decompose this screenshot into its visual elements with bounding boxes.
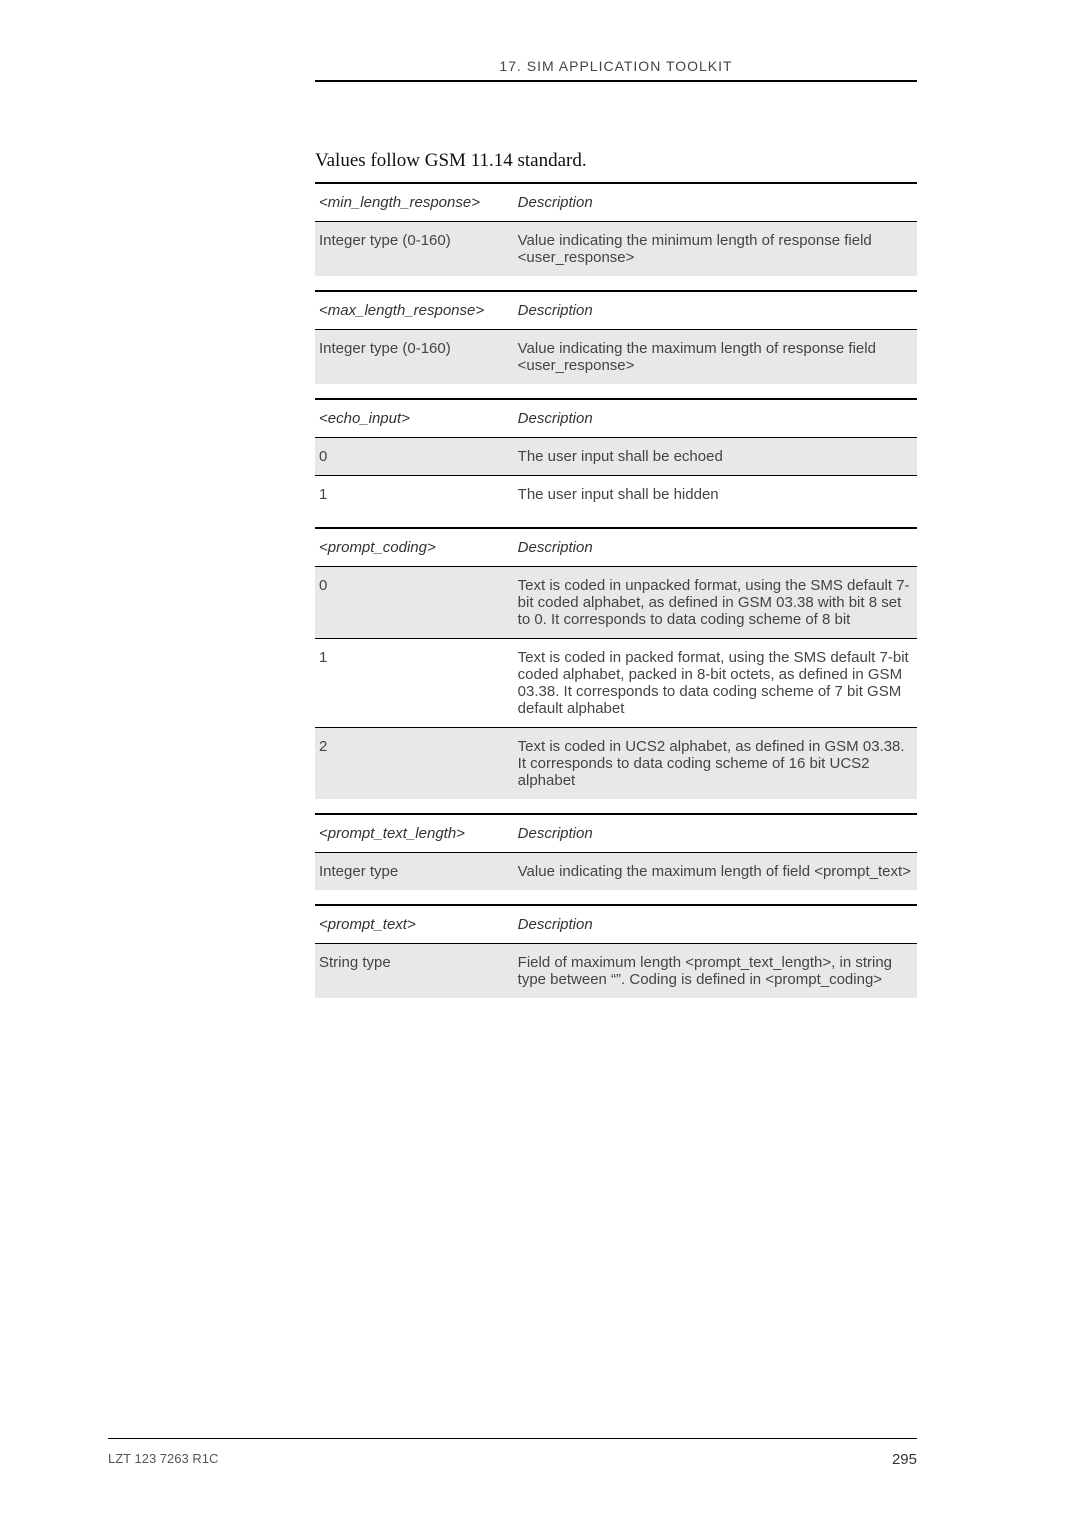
table-min-length: <min_length_response> Description Intege…: [315, 182, 917, 276]
table-row: <max_length_response> Description: [315, 291, 917, 330]
cell: Text is coded in packed format, using th…: [514, 639, 917, 728]
table-row: Integer type Value indicating the maximu…: [315, 853, 917, 891]
col-header: Description: [514, 905, 917, 944]
table-row: 0 Text is coded in unpacked format, usin…: [315, 567, 917, 639]
table-row: <prompt_text> Description: [315, 905, 917, 944]
header-title: 17. SIM APPLICATION TOOLKIT: [499, 58, 732, 74]
table-prompt-text-length: <prompt_text_length> Description Integer…: [315, 813, 917, 890]
table-row: <echo_input> Description: [315, 399, 917, 438]
cell: Integer type (0-160): [315, 222, 514, 277]
table-prompt-text: <prompt_text> Description String type Fi…: [315, 904, 917, 998]
cell: Text is coded in unpacked format, using …: [514, 567, 917, 639]
col-header: <prompt_coding>: [315, 528, 514, 567]
cell: 2: [315, 728, 514, 800]
col-header: Description: [514, 528, 917, 567]
table-row: <prompt_text_length> Description: [315, 814, 917, 853]
col-header: <min_length_response>: [315, 183, 514, 222]
running-header: 17. SIM APPLICATION TOOLKIT: [315, 58, 917, 82]
table-row: 1 The user input shall be hidden: [315, 476, 917, 514]
col-header: <prompt_text_length>: [315, 814, 514, 853]
cell: Field of maximum length <prompt_text_len…: [514, 944, 917, 999]
col-header: <echo_input>: [315, 399, 514, 438]
cell: Value indicating the maximum length of f…: [514, 853, 917, 891]
table-row: <min_length_response> Description: [315, 183, 917, 222]
cell: Value indicating the maximum length of r…: [514, 330, 917, 385]
col-header: Description: [514, 291, 917, 330]
col-header: <prompt_text>: [315, 905, 514, 944]
col-header: Description: [514, 183, 917, 222]
table-row: Integer type (0-160) Value indicating th…: [315, 222, 917, 277]
table-prompt-coding: <prompt_coding> Description 0 Text is co…: [315, 527, 917, 799]
lead-text: Values follow GSM 11.14 standard.: [315, 150, 917, 172]
doc-id: LZT 123 7263 R1C: [108, 1451, 218, 1466]
table-row: String type Field of maximum length <pro…: [315, 944, 917, 999]
table-max-length: <max_length_response> Description Intege…: [315, 290, 917, 384]
col-header: Description: [514, 399, 917, 438]
cell: 0: [315, 567, 514, 639]
col-header: Description: [514, 814, 917, 853]
cell: Integer type: [315, 853, 514, 891]
col-header: <max_length_response>: [315, 291, 514, 330]
table-row: Integer type (0-160) Value indicating th…: [315, 330, 917, 385]
cell: The user input shall be hidden: [514, 476, 917, 514]
cell: The user input shall be echoed: [514, 438, 917, 476]
cell: 0: [315, 438, 514, 476]
table-row: 2 Text is coded in UCS2 alphabet, as def…: [315, 728, 917, 800]
cell: Integer type (0-160): [315, 330, 514, 385]
cell: Text is coded in UCS2 alphabet, as defin…: [514, 728, 917, 800]
page-footer: LZT 123 7263 R1C 295: [108, 1438, 917, 1468]
cell: Value indicating the minimum length of r…: [514, 222, 917, 277]
cell: 1: [315, 476, 514, 514]
table-echo-input: <echo_input> Description 0 The user inpu…: [315, 398, 917, 513]
cell: 1: [315, 639, 514, 728]
table-row: 0 The user input shall be echoed: [315, 438, 917, 476]
table-row: <prompt_coding> Description: [315, 528, 917, 567]
table-row: 1 Text is coded in packed format, using …: [315, 639, 917, 728]
cell: String type: [315, 944, 514, 999]
page-content: Values follow GSM 11.14 standard. <min_l…: [315, 150, 917, 1012]
page-number: 295: [892, 1451, 917, 1468]
